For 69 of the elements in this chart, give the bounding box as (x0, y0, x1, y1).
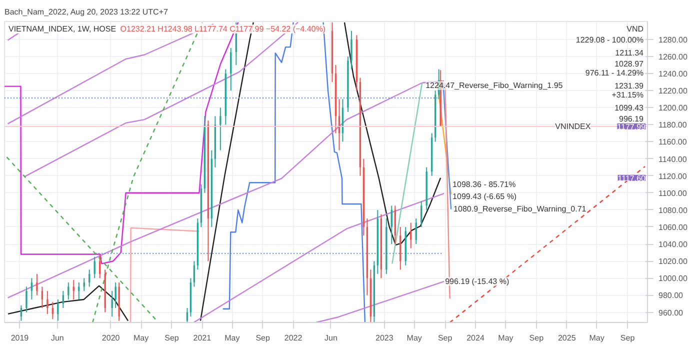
x-tick-label: Sep (164, 334, 180, 342)
annotation: 996.19 (619, 114, 644, 124)
y-tick-label: 1080.00 (658, 206, 688, 215)
candlestick (94, 256, 96, 279)
chart-title: VIETNAM_INDEX, 1W, HOSE (8, 24, 116, 34)
annotation: VND (626, 24, 644, 34)
annotation: +31.15% (612, 90, 644, 100)
y-tick-label: 1160.00 (658, 138, 688, 147)
candlestick (36, 273, 38, 296)
y-tick-label: 1260.00 (658, 52, 688, 62)
y-tick-label: 1200.00 (658, 104, 688, 113)
x-tick-label: May (498, 334, 514, 342)
annotation: 1099.43 (-6.65 %) (452, 192, 517, 201)
y-tick-label: 960.00 (658, 308, 684, 318)
annotation: 1099.43 (614, 104, 644, 112)
candlestick (111, 290, 113, 318)
candlestick (46, 290, 48, 314)
candlestick (220, 107, 222, 151)
annotation: 996.19 (-15.43 %) (445, 276, 510, 286)
x-tick-label: May (589, 334, 604, 342)
candlestick (114, 282, 116, 309)
x-tick-label: May (224, 334, 240, 342)
y-tick-label: 1040.00 (658, 240, 688, 250)
y-tick-label: 1240.00 (658, 70, 688, 79)
annotation: 1224.47_Reverse_Fibo_Warning_1.95 (426, 80, 564, 90)
y-tick-label: 980.00 (658, 291, 684, 300)
x-tick-label: May (133, 334, 149, 342)
candlestick (72, 279, 74, 300)
candlestick (26, 286, 28, 313)
x-tick-label: 2022 (284, 334, 303, 342)
x-tick-label: Sep (438, 334, 453, 342)
x-tick-label: Jun (50, 334, 64, 342)
chart-subtitle: O1232.21 H1243.98 L1177.74 C1177.99 −54.22 (−4.40%) (120, 24, 326, 34)
candlestick (350, 30, 352, 70)
annotation: 1117.60 (618, 174, 646, 183)
x-tick-label: Sep (620, 334, 636, 342)
annotation: 1177.99 (617, 122, 646, 132)
x-tick-label: 2020 (102, 334, 120, 342)
x-tick-label: 2025 (558, 334, 576, 342)
annotation: 1231.39 (614, 82, 644, 90)
annotation: VNINDEX (555, 122, 592, 131)
candlestick (99, 254, 101, 279)
text: Bach_Nam_2022, Aug 20, 2023 13:22 UTC+7 (4, 8, 168, 16)
x-tick-label: 2024 (466, 334, 485, 342)
x-tick-label: Jun (324, 334, 338, 342)
y-tick-label: 1280.00 (658, 35, 688, 44)
y-tick-label: 1000.00 (658, 274, 688, 284)
x-tick-label: Sep (529, 334, 544, 342)
candlestick (57, 298, 59, 322)
x-tick-label: 2023 (376, 334, 394, 342)
x-tick-label: 2021 (193, 334, 212, 342)
x-tick-label: May (406, 334, 422, 342)
y-tick-label: 1220.00 (658, 86, 688, 96)
annotation: 976.11 - 14.29% (585, 68, 644, 78)
y-tick-label: 1180.00 (658, 120, 688, 130)
candlestick (78, 282, 80, 300)
y-tick-label: 1020.00 (658, 257, 688, 266)
annotation: 1080.9_Reverse_Fibo_Warning_0.71 (454, 204, 587, 214)
y-tick-label: 1120.00 (658, 172, 688, 181)
y-tick-label: 1100.00 (658, 188, 688, 198)
candlestick (415, 218, 417, 245)
x-tick-label: 2019 (10, 334, 30, 342)
annotation: 1028.97 (614, 60, 644, 68)
x-tick-label: Sep (256, 334, 271, 342)
annotation: 1229.08 - 100.00% (576, 36, 644, 44)
y-tick-label: 1140.00 (658, 154, 688, 164)
annotation: 1098.36 - 85.71% (452, 180, 516, 189)
y-tick-label: 1060.00 (658, 223, 688, 232)
annotation: 1211.34 (615, 48, 644, 58)
